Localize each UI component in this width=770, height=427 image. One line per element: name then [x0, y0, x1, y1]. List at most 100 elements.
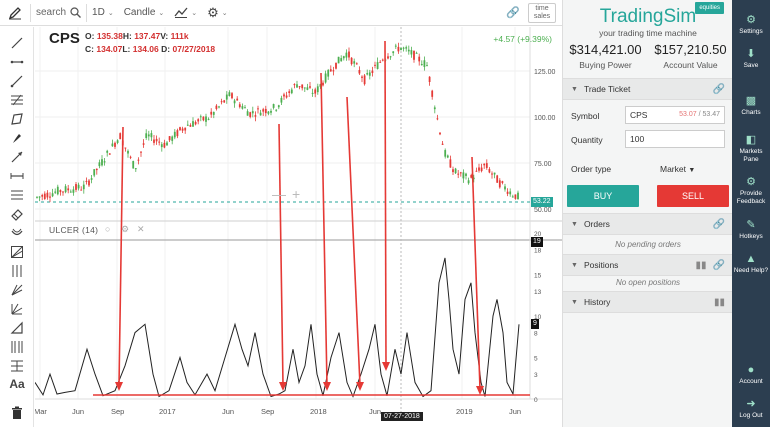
symbol-field[interactable]: CPS 53.07 / 53.47 [625, 106, 725, 124]
candle-body [509, 191, 512, 195]
price-chart[interactable]: 125.00 100.00 75.00 50.00 Mar Jun Sep 2017 Jun Se… [35, 27, 562, 427]
symbol-value: CPS [630, 110, 648, 120]
candle-body [267, 111, 270, 114]
lines-tool[interactable] [8, 188, 26, 202]
candle-body [387, 56, 389, 59]
order-type-value: Market [660, 164, 686, 174]
candle-body [166, 142, 168, 146]
candle-body [501, 181, 504, 183]
time-sales-button[interactable]: time sales [528, 2, 556, 23]
candle-body [114, 142, 116, 147]
nav-charts-label: Charts [741, 109, 761, 116]
caret-down-icon: ▼ [571, 85, 578, 93]
parallel-lines-icon [11, 190, 23, 200]
nav-charts[interactable]: ▩ Charts [732, 95, 770, 117]
eraser-icon [11, 209, 23, 221]
candle-body [233, 100, 236, 104]
candle-body [186, 124, 189, 126]
zoom-out-icon[interactable]: — [272, 186, 286, 202]
fib-tool[interactable] [8, 93, 26, 107]
sell-button[interactable]: SELL [657, 185, 729, 207]
trade-ticket-header[interactable]: ▼ Trade Ticket 🔗 [563, 78, 733, 100]
close-icon[interactable]: ✕ [137, 224, 145, 234]
annotation-arrow [471, 156, 481, 390]
gann-tool[interactable] [8, 245, 26, 259]
interval-dropdown[interactable]: 1D ⌄ [87, 0, 119, 26]
arc-tool[interactable] [8, 226, 26, 240]
pitchfork-tool[interactable] [8, 283, 26, 297]
horizontal-line-tool[interactable] [8, 55, 26, 69]
eye-icon[interactable]: ○ [105, 224, 111, 234]
candle-body [171, 136, 174, 141]
delete-drawings-button[interactable] [8, 406, 26, 420]
link-icon[interactable]: 🔗 [506, 7, 520, 19]
arrow-tool[interactable] [8, 150, 26, 164]
candle-body [418, 56, 421, 62]
link-icon[interactable]: 🔗 [712, 218, 725, 230]
nav-help[interactable]: ▲ Need Help? [732, 253, 770, 275]
candle-body [72, 189, 75, 193]
candle-body [493, 172, 496, 175]
nav-markets-pane[interactable]: ◧ Markets Pane [732, 134, 770, 164]
nav-account[interactable]: ● Account [732, 364, 770, 386]
gear-icon[interactable]: ⚙ [121, 224, 130, 234]
candle-body [298, 86, 301, 88]
text-tool[interactable]: Aa [8, 377, 26, 391]
ohlc-row-2: C: 134.07L: 134.06 D: 07/27/2018 [85, 44, 215, 54]
search-input[interactable]: search [36, 7, 67, 18]
caret-down-icon: ▼ [571, 298, 578, 306]
hotkeys-icon: ✎ [746, 219, 756, 231]
candle-body [155, 138, 158, 142]
order-type-select[interactable]: Market ▼ [660, 164, 695, 174]
history-header[interactable]: ▼ History ▮▮ [563, 291, 733, 313]
period-tool[interactable] [8, 340, 26, 354]
chart-type-dropdown[interactable]: Candle ⌄ [119, 0, 170, 26]
ray-tool[interactable] [8, 74, 26, 88]
triangle-tool[interactable] [8, 321, 26, 335]
link-icon[interactable]: 🔗 [712, 83, 725, 95]
candle-body [98, 162, 101, 167]
shape-tool[interactable] [8, 112, 26, 126]
candle-body [340, 58, 343, 62]
period-lines-icon [11, 341, 23, 353]
nav-hotkeys[interactable]: ✎ Hotkeys [732, 219, 770, 241]
indicator-axis-label: 18 [534, 248, 542, 255]
bar-chart-icon[interactable]: ▮▮ [713, 296, 725, 308]
channel-tool[interactable] [8, 359, 26, 373]
chevron-down-icon: ⌄ [158, 9, 165, 17]
trend-line-tool[interactable] [8, 36, 26, 50]
zoom-in-icon[interactable]: + [292, 186, 301, 202]
buy-button[interactable]: BUY [567, 185, 639, 207]
candle-body [392, 51, 395, 54]
candle-body [194, 121, 197, 125]
indicator-axis-label: 20 [534, 231, 542, 238]
brush-tool[interactable] [8, 131, 26, 145]
nav-logout[interactable]: ➜ Log Out [732, 398, 770, 420]
indicators-dropdown[interactable]: ⌄ [169, 0, 202, 26]
symbol-search[interactable]: search [31, 0, 86, 26]
quantity-field[interactable]: 100 [625, 130, 725, 148]
chart-canvas[interactable]: 125.00 100.00 75.00 50.00 Mar Jun Sep 2017 Jun Se… [35, 27, 562, 427]
fan-tool[interactable] [8, 302, 26, 316]
crosshair-date-flag: 07-27-2018 [381, 412, 423, 421]
time-axis-label: Jun [72, 407, 84, 416]
measure-tool[interactable] [8, 169, 26, 183]
draw-tool-button[interactable] [0, 0, 30, 26]
trend-line-icon [11, 37, 23, 49]
candle-body [56, 186, 59, 195]
positions-header[interactable]: ▼ Positions ▮▮ 🔗 [563, 254, 733, 276]
bar-chart-icon[interactable]: ▮▮ [695, 259, 707, 271]
candle-body [147, 134, 150, 137]
time-axis-label: Jun [369, 407, 381, 416]
orders-header[interactable]: ▼ Orders 🔗 [563, 213, 733, 235]
candle-body [228, 92, 231, 97]
eraser-tool[interactable] [8, 207, 26, 221]
candle-body [275, 109, 278, 111]
nav-settings[interactable]: ⚙ Settings [732, 14, 770, 36]
nav-feedback[interactable]: ⚙ Provide Feedback [732, 176, 770, 206]
candle-body [59, 190, 62, 193]
settings-dropdown[interactable]: ⚙ ⌄ [202, 0, 233, 26]
link-icon[interactable]: 🔗 [712, 259, 725, 271]
cycle-tool[interactable] [8, 264, 26, 278]
nav-save[interactable]: ⬇ Save [732, 48, 770, 70]
